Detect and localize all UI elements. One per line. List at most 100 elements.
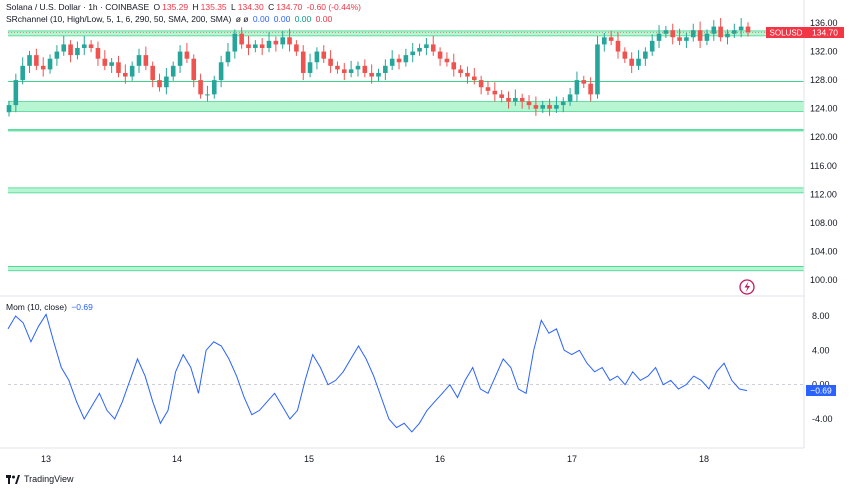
candle-body: [328, 58, 333, 66]
candle-body: [471, 76, 477, 81]
mom-badge-bg: [806, 385, 836, 396]
candle-body: [81, 44, 87, 48]
time-tick-label: 15: [304, 454, 314, 464]
candle-body: [68, 44, 73, 56]
candle-body: [622, 51, 628, 59]
candle-body: [266, 40, 272, 48]
candle-body: [684, 37, 689, 41]
price-badge-bg: [806, 27, 844, 38]
candle-body: [218, 62, 224, 81]
change-value: -0.60 (-0.44%): [306, 2, 361, 12]
low-value: 134.30: [237, 2, 264, 12]
candle-body: [718, 26, 723, 38]
low-label: L: [231, 2, 236, 12]
candle-body: [567, 94, 573, 102]
candle-body: [369, 72, 374, 77]
candle-body: [458, 69, 463, 73]
candle-body: [649, 40, 655, 52]
candle-body: [615, 40, 621, 52]
indicator-name: SRchannel (10, High/Low, 5, 1, 6, 290, 5…: [6, 14, 232, 24]
candle-body: [677, 37, 682, 41]
candle-body: [170, 65, 176, 77]
candle-body: [280, 37, 286, 45]
price-tick-label: 100.00: [810, 275, 838, 285]
candle-body: [396, 58, 402, 63]
candle-body: [451, 62, 457, 70]
candle-body: [478, 80, 484, 88]
symbol-badge-text: SOLUSD: [770, 29, 803, 38]
candle-body: [116, 62, 121, 73]
time-tick-label: 16: [435, 454, 445, 464]
mom-badge-text: −0.69: [810, 386, 832, 396]
candle-body: [95, 47, 101, 59]
price-axis[interactable]: 136.00 132.00 128.00 124.00 120.00 116.00 112.…: [810, 18, 838, 285]
momentum-axis[interactable]: 8.00 4.00 0.00 -4.00: [812, 311, 833, 424]
support-resistance-zones: [8, 30, 804, 272]
lightning-icon[interactable]: [739, 279, 755, 295]
candle-body: [410, 51, 416, 56]
candle-body: [321, 51, 327, 59]
candle-body: [232, 33, 238, 52]
candle-body: [129, 65, 135, 77]
candle-body: [273, 40, 279, 45]
time-tick-label: 14: [172, 454, 182, 464]
candle-body: [239, 33, 244, 45]
candle-body: [738, 26, 744, 31]
candle-body: [725, 33, 730, 38]
tradingview-name: TradingView: [24, 474, 74, 484]
high-label: H: [192, 2, 199, 12]
candle-body: [656, 33, 662, 41]
tradingview-logo[interactable]: TradingView: [6, 474, 74, 484]
price-badge-text: 134.70: [812, 28, 838, 38]
candle-body: [602, 37, 607, 45]
candle-body: [355, 65, 361, 70]
sr-zone-2: [8, 129, 804, 132]
time-axis[interactable]: 13 14 15 16 17 18: [41, 454, 709, 464]
momentum-pane: [7, 313, 804, 433]
candle-body: [143, 55, 149, 66]
candle-body: [198, 80, 203, 95]
candle-body: [403, 55, 409, 63]
time-tick-label: 17: [567, 454, 577, 464]
symbol-header: Solana / U.S. Dollar · 1h · COINBASE O 13…: [6, 2, 363, 12]
sr-zone-3: [8, 187, 804, 193]
candle-body: [75, 47, 80, 56]
candle-body: [444, 58, 450, 63]
mom-name: Mom (10, close): [6, 302, 67, 312]
candle-body: [533, 105, 539, 109]
candle-body: [485, 87, 491, 91]
candle-body: [54, 51, 60, 59]
candle-body: [499, 94, 504, 98]
candle-body: [506, 97, 511, 102]
mom-value-badge: −0.69: [806, 385, 836, 396]
indicator-value-3: 0.00: [294, 14, 312, 24]
price-candles: [6, 18, 766, 117]
candle-body: [341, 69, 347, 73]
mom-tick-label: 4.00: [812, 345, 830, 355]
candle-body: [157, 80, 162, 88]
candle-body: [513, 97, 518, 102]
indicator-value-4: 0.00: [315, 14, 333, 24]
candle-body: [136, 55, 142, 66]
candle-body: [376, 72, 381, 77]
tradingview-icon: [6, 474, 20, 484]
mom-value: −0.69: [71, 302, 93, 312]
symbol-title: Solana / U.S. Dollar · 1h · COINBASE: [6, 2, 150, 12]
candle-body: [205, 94, 210, 96]
candle-body: [424, 44, 429, 48]
candle-body: [34, 55, 39, 66]
candle-body: [745, 26, 751, 33]
time-tick-label: 13: [41, 454, 51, 464]
candle-body: [225, 51, 231, 63]
mom-line: [7, 313, 748, 433]
price-tick-label: 104.00: [810, 246, 838, 256]
candle-body: [588, 83, 593, 95]
candle-body: [20, 65, 25, 81]
open-value: 135.29: [162, 2, 189, 12]
candle-body: [554, 105, 559, 109]
indicator-icons: ø ø: [235, 14, 249, 24]
candle-body: [61, 44, 67, 52]
candle-body: [690, 30, 696, 38]
